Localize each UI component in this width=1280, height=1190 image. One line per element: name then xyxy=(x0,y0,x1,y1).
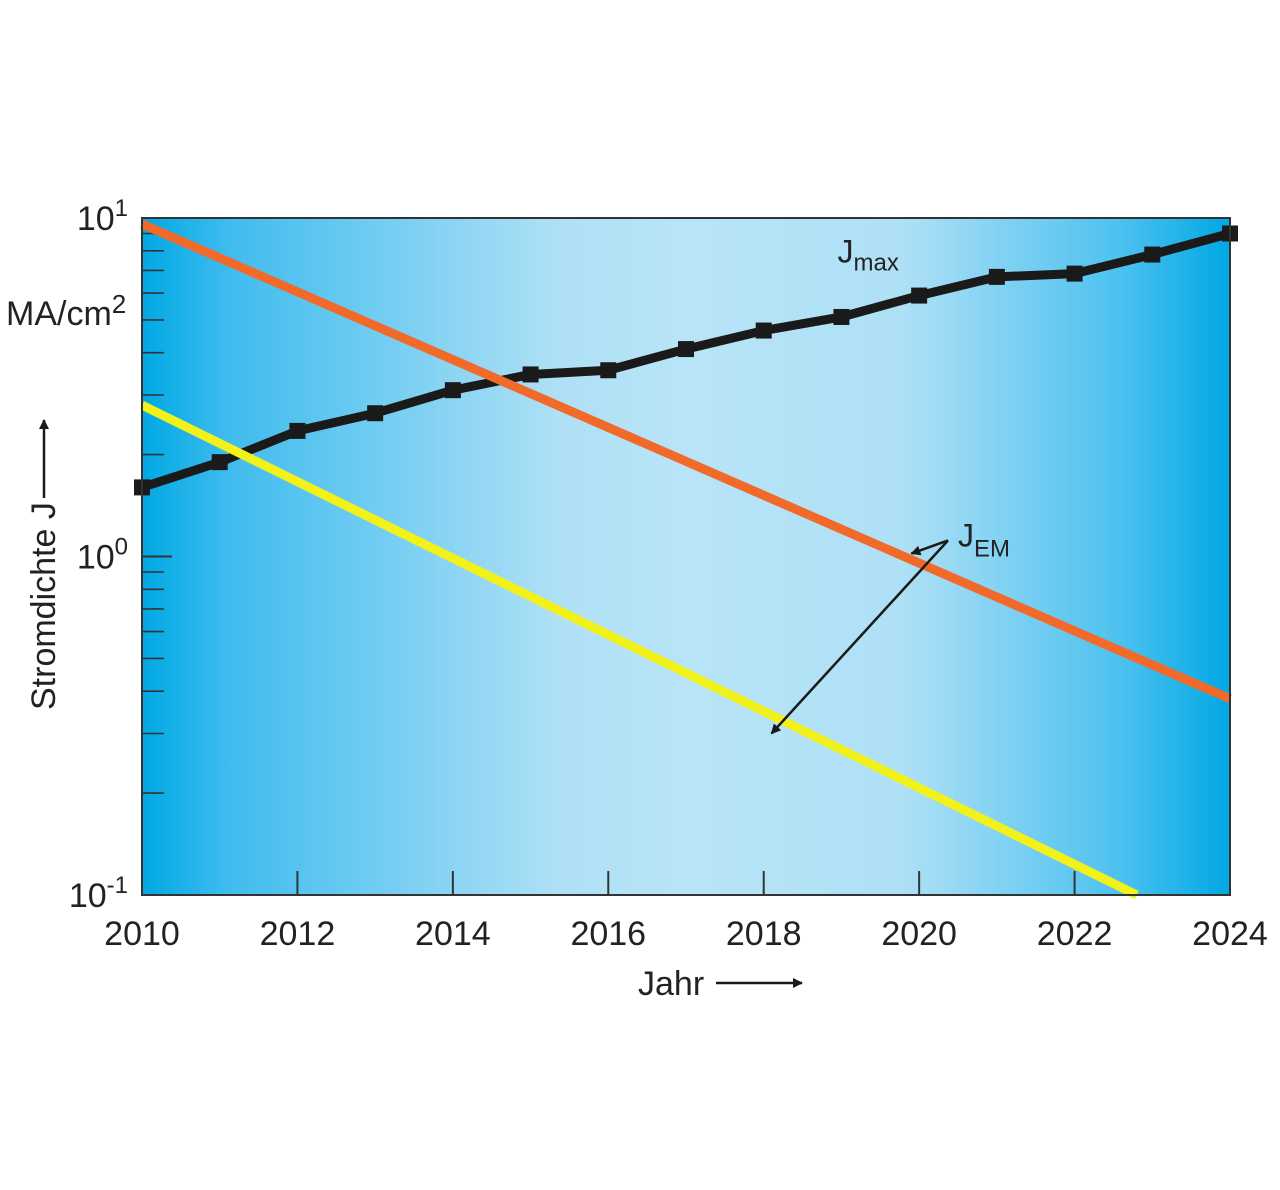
y-tick-label-base: 10 xyxy=(77,200,115,238)
x-tick-label: 2018 xyxy=(726,915,802,953)
x-tick-label: 2020 xyxy=(881,915,957,953)
x-axis-title: Jahr xyxy=(638,965,704,1003)
y-unit-base: MA/cm xyxy=(6,295,112,333)
series-marker xyxy=(755,322,772,339)
annotation-label-sub: EM xyxy=(974,535,1010,562)
series-marker xyxy=(600,362,617,379)
y-tick-label-exp: 1 xyxy=(115,195,128,222)
series-layer xyxy=(134,219,1238,900)
plot-frame xyxy=(141,217,1231,896)
annotation-layer xyxy=(39,419,949,988)
y-tick-label-exp: 0 xyxy=(115,534,128,561)
series-marker xyxy=(1066,265,1083,282)
x-tick-label: 2022 xyxy=(1037,915,1113,953)
annotation-arrow xyxy=(910,539,949,556)
x-tick-label: 2010 xyxy=(104,915,180,953)
x-tick-label: 2014 xyxy=(415,915,491,953)
series-marker xyxy=(678,341,694,358)
series-marker xyxy=(833,308,850,325)
y-tick-label-base: 10 xyxy=(69,877,107,915)
series-label: Jmax xyxy=(838,233,899,276)
y-tick-label: 101 xyxy=(77,195,128,238)
series-line xyxy=(140,219,1232,703)
series-line xyxy=(140,401,1139,900)
y-minor-ticks xyxy=(142,232,164,794)
series-label-main: J xyxy=(838,233,854,269)
series-marker xyxy=(367,405,384,422)
series-marker xyxy=(289,422,306,439)
series-marker xyxy=(211,454,228,471)
y-tick-label: 100 xyxy=(77,534,128,577)
y-tick-label-exp: -1 xyxy=(107,872,128,899)
series-marker xyxy=(522,366,539,383)
x-tick-label: 2016 xyxy=(570,915,646,953)
x-tick-label: 2012 xyxy=(260,915,336,953)
y-unit: MA/cm2 xyxy=(6,289,126,333)
x-tick-label: 2024 xyxy=(1192,915,1268,953)
annotation-label: JEM xyxy=(958,517,1010,562)
series-marker xyxy=(988,268,1005,285)
y-tick-label: 10-1 xyxy=(69,872,128,915)
series-marker xyxy=(444,382,461,399)
series-marker xyxy=(911,287,928,304)
plot-background xyxy=(142,218,1230,895)
y-tick-label-base: 10 xyxy=(77,539,115,577)
series-label-sub: max xyxy=(854,249,899,276)
annotation-label-main: J xyxy=(958,517,974,553)
series-marker xyxy=(1144,246,1161,263)
y-unit-exp: 2 xyxy=(112,289,126,319)
annotation-arrow xyxy=(770,539,949,735)
y-axis-title: Stromdichte J xyxy=(25,502,63,710)
